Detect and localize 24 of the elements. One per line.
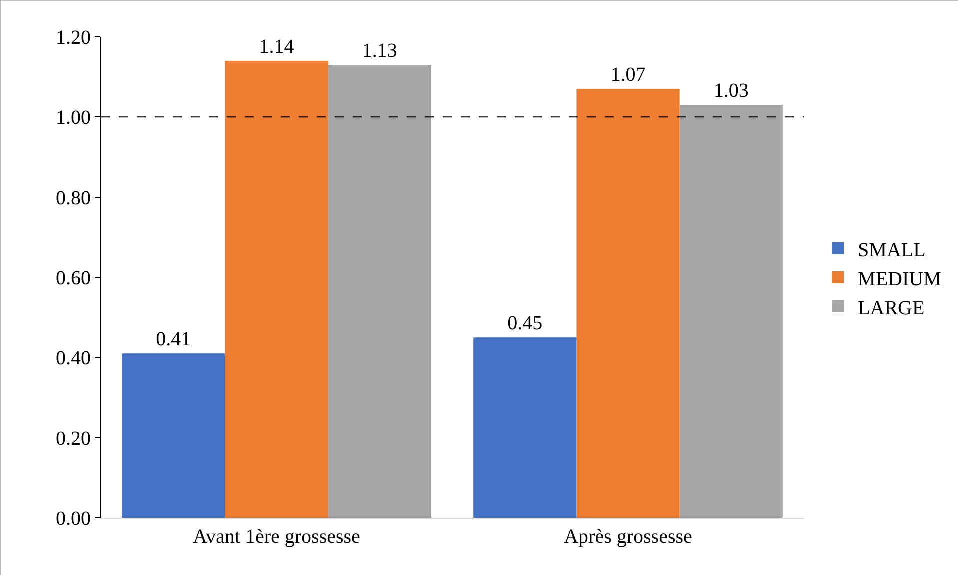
bar xyxy=(576,89,680,518)
bar xyxy=(225,61,328,518)
bar xyxy=(680,105,783,518)
legend-label: LARGE xyxy=(858,297,925,320)
y-tick-label: 0.20 xyxy=(56,428,91,450)
legend-label: SMALL xyxy=(858,239,926,262)
bar xyxy=(122,354,226,518)
x-tick-label: Avant 1ère grossesse xyxy=(193,526,361,548)
x-tick-label: Après grossesse xyxy=(564,526,693,548)
y-tick-label: 0.60 xyxy=(56,268,91,290)
bar xyxy=(328,65,432,518)
data-label: 0.41 xyxy=(156,328,192,351)
data-label: 1.14 xyxy=(259,36,294,58)
data-label: 1.13 xyxy=(362,40,398,62)
data-label: 1.03 xyxy=(714,80,749,102)
y-tick-label: 0.40 xyxy=(56,348,91,370)
data-label: 1.07 xyxy=(610,64,646,86)
legend-label: MEDIUM xyxy=(858,268,942,290)
data-label: 0.45 xyxy=(508,312,543,335)
bar xyxy=(474,338,577,518)
y-tick-label: 1.00 xyxy=(56,107,91,130)
y-tick-label: 1.20 xyxy=(56,27,91,49)
y-tick-label: 0.00 xyxy=(56,508,91,530)
y-tick-label: 0.80 xyxy=(56,187,91,210)
